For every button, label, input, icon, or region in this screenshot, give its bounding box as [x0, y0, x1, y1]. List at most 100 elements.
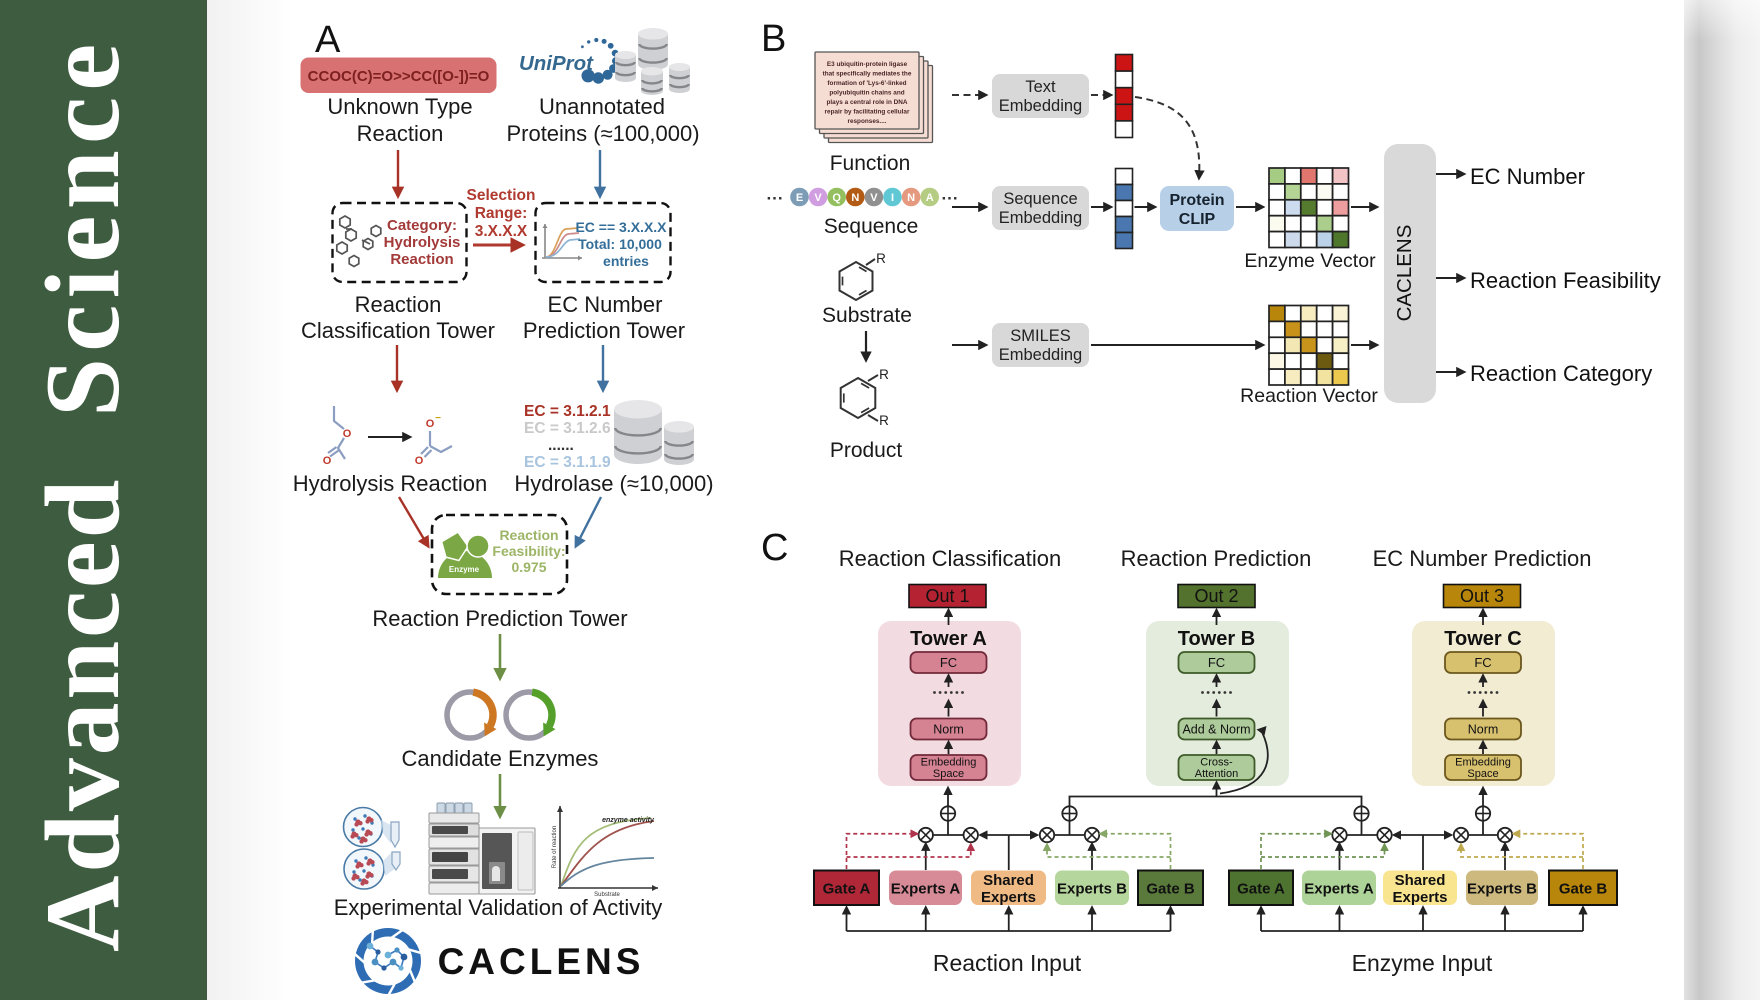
svg-text:Function: Function — [830, 152, 911, 175]
svg-text:N: N — [907, 192, 915, 204]
svg-text:Norm: Norm — [933, 723, 964, 737]
svg-text:Text: Text — [1025, 78, 1056, 96]
svg-text:Selection: Selection — [467, 187, 536, 204]
svg-text:Space: Space — [1467, 768, 1498, 780]
svg-text:Add & Norm: Add & Norm — [1182, 723, 1250, 737]
svg-text:A: A — [926, 192, 934, 204]
svg-text:Substrate: Substrate — [594, 892, 620, 898]
svg-text:Embedding: Embedding — [999, 346, 1082, 364]
svg-text:Gate A: Gate A — [1237, 881, 1285, 898]
svg-text:3.X.X.X: 3.X.X.X — [475, 223, 528, 240]
svg-text:Hydrolase (≈10,000): Hydrolase (≈10,000) — [514, 471, 713, 496]
svg-text:O: O — [323, 455, 332, 467]
svg-text:Experimental Validation of Act: Experimental Validation of Activity — [334, 895, 663, 920]
svg-text:Prediction Tower: Prediction Tower — [523, 318, 685, 343]
svg-text:Product: Product — [830, 439, 903, 462]
svg-text:···: ··· — [942, 189, 959, 208]
svg-text:E: E — [796, 192, 803, 204]
svg-text:Tower C: Tower C — [1444, 628, 1521, 650]
svg-text:Reaction: Reaction — [390, 251, 453, 268]
svg-text:Gate A: Gate A — [823, 881, 871, 898]
svg-text:CACLENS: CACLENS — [438, 941, 645, 982]
svg-text:O: O — [343, 428, 352, 440]
svg-text:Gate B: Gate B — [1146, 881, 1195, 898]
svg-text:Enzyme Vector: Enzyme Vector — [1244, 250, 1376, 272]
svg-text:Embedding: Embedding — [1455, 757, 1511, 769]
svg-text:O: O — [426, 418, 435, 430]
svg-text:EC = 3.1.2.6: EC = 3.1.2.6 — [524, 420, 611, 437]
svg-text:Attention: Attention — [1195, 768, 1238, 780]
svg-text:Reaction Classification: Reaction Classification — [839, 546, 1062, 571]
svg-text:Experts: Experts — [1392, 889, 1447, 906]
svg-text:Enzyme Input: Enzyme Input — [1352, 950, 1493, 976]
svg-text:E3 ubiquitin-protein ligase: E3 ubiquitin-protein ligase — [827, 61, 908, 68]
svg-text:EC == 3.X.X.X: EC == 3.X.X.X — [575, 219, 667, 235]
svg-text:Sequence: Sequence — [1003, 190, 1077, 208]
svg-text:Tower B: Tower B — [1178, 628, 1255, 650]
svg-text:EC Number Prediction: EC Number Prediction — [1373, 546, 1592, 571]
svg-text:Protein: Protein — [1169, 192, 1224, 209]
svg-text:......: ...... — [548, 437, 574, 454]
svg-text:Classification Tower: Classification Tower — [301, 318, 495, 343]
svg-text:V: V — [814, 192, 822, 204]
svg-text:formation of 'Lys-6'-linked: formation of 'Lys-6'-linked — [827, 80, 906, 87]
svg-text:Out 3: Out 3 — [1460, 586, 1504, 606]
svg-text:Reaction Prediction Tower: Reaction Prediction Tower — [372, 606, 627, 631]
svg-text:B: B — [761, 18, 786, 60]
svg-text:polyubiquitin chains and: polyubiquitin chains and — [829, 90, 904, 97]
svg-text:Experts B: Experts B — [1467, 881, 1537, 898]
svg-text:Reaction Prediction: Reaction Prediction — [1121, 546, 1312, 571]
svg-text:CACLENS: CACLENS — [1393, 225, 1416, 322]
svg-text:Tower A: Tower A — [910, 628, 987, 650]
svg-text:Out 2: Out 2 — [1194, 586, 1238, 606]
svg-text:A: A — [315, 19, 341, 61]
svg-text:I: I — [891, 192, 894, 204]
svg-text:Experts B: Experts B — [1057, 881, 1127, 898]
svg-text:Reaction: Reaction — [357, 121, 444, 146]
svg-text:N: N — [851, 192, 859, 204]
svg-text:Embedding: Embedding — [921, 757, 977, 769]
svg-text:responses....: responses.... — [847, 118, 886, 125]
svg-text:Cross-: Cross- — [1200, 757, 1233, 769]
svg-text:FC: FC — [940, 655, 957, 670]
svg-text:0.975: 0.975 — [511, 559, 546, 575]
svg-text:Reaction: Reaction — [355, 292, 442, 317]
svg-text:Reaction Input: Reaction Input — [933, 950, 1082, 976]
svg-text:Rate of reaction: Rate of reaction — [552, 826, 558, 868]
svg-text:SMILES: SMILES — [1010, 327, 1071, 345]
svg-text:Reaction: Reaction — [499, 527, 558, 543]
svg-text:Sequence: Sequence — [824, 215, 919, 238]
svg-text:−: − — [435, 413, 441, 424]
svg-text:Unannotated: Unannotated — [539, 94, 665, 119]
svg-text:Out 1: Out 1 — [925, 586, 969, 606]
svg-text:V: V — [870, 192, 878, 204]
svg-text:that specifically mediates the: that specifically mediates the — [823, 71, 912, 78]
svg-text:Reaction Feasibility: Reaction Feasibility — [1470, 268, 1661, 293]
svg-text:enzyme activity: enzyme activity — [602, 817, 655, 824]
svg-text:entries: entries — [603, 253, 649, 269]
svg-text:Norm: Norm — [1468, 723, 1499, 737]
svg-text:R: R — [879, 367, 889, 382]
svg-text:Unknown Type: Unknown Type — [327, 94, 472, 119]
svg-text:CLIP: CLIP — [1179, 211, 1216, 228]
svg-text:plays a central role in DNA: plays a central role in DNA — [827, 99, 908, 106]
svg-text:Shared: Shared — [1395, 872, 1446, 889]
svg-text:Hydrolysis Reaction: Hydrolysis Reaction — [293, 471, 487, 496]
svg-text:Range:: Range: — [475, 205, 528, 222]
svg-text:R: R — [879, 413, 889, 428]
svg-text:Substrate: Substrate — [822, 304, 912, 327]
svg-text:Embedding: Embedding — [999, 97, 1082, 115]
svg-text:Feasibility:: Feasibility: — [492, 543, 565, 559]
svg-text:Experts A: Experts A — [1304, 881, 1374, 898]
svg-text:Proteins (≈100,000): Proteins (≈100,000) — [506, 121, 699, 146]
svg-text:Experts: Experts — [981, 889, 1036, 906]
svg-text:EC = 3.1.2.1: EC = 3.1.2.1 — [524, 403, 611, 420]
svg-text:O: O — [415, 455, 424, 467]
svg-text:EC Number: EC Number — [548, 292, 663, 317]
svg-text:Experts A: Experts A — [891, 881, 961, 898]
svg-text:Shared: Shared — [983, 872, 1034, 889]
svg-text:FC: FC — [1208, 655, 1225, 670]
svg-text:FC: FC — [1474, 655, 1491, 670]
svg-text:R: R — [876, 251, 886, 266]
svg-text:repair by facilitating cellula: repair by facilitating cellular — [825, 109, 910, 116]
